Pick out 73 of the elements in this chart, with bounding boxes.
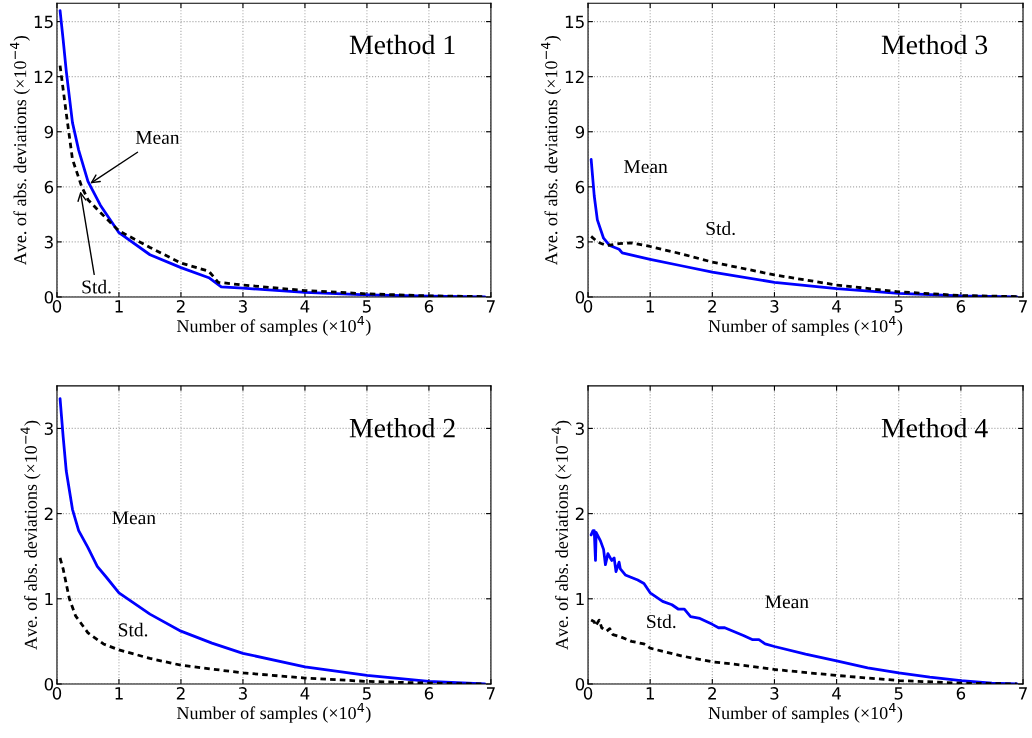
- annotation: Mean: [112, 511, 156, 525]
- y-tick-label: 2: [44, 507, 53, 520]
- x-tick-label: 1: [115, 300, 123, 313]
- x-tick-label: 3: [770, 687, 779, 700]
- y-tick-label: 2: [575, 507, 584, 520]
- annotation: Method 3: [881, 34, 988, 55]
- x-axis-title: Number of samples (×10$^{4}$): [708, 702, 903, 723]
- x-tick-label: 6: [424, 687, 434, 700]
- y-tick-label: 1: [576, 592, 584, 606]
- y-tick-label: 0: [575, 290, 585, 304]
- x-tick-label: 1: [115, 687, 123, 700]
- x-tick-label: 3: [238, 300, 247, 313]
- y-axis-title: Ave. of abs. deviations (×10$^{−4}$): [541, 35, 562, 266]
- y-tick-label: 6: [44, 180, 54, 194]
- y-axis-title: Ave. of abs. deviations (×10$^{−4}$): [20, 420, 41, 650]
- y-tick-label: 15: [34, 15, 53, 29]
- y-tick-label: 15: [565, 15, 584, 29]
- x-tick-label: 0: [583, 300, 593, 313]
- y-tick-label: 0: [575, 677, 585, 691]
- x-tick-label: 0: [52, 687, 62, 700]
- x-tick-label: 7: [486, 687, 495, 700]
- y-tick-label: 6: [575, 180, 585, 194]
- x-axis-title: Number of samples (×10$^{4}$): [708, 315, 903, 336]
- y-axis-title: Ave. of abs. deviations (×10$^{−4}$): [551, 420, 572, 650]
- x-tick-label: 2: [708, 687, 716, 700]
- annotation: Method 1: [349, 34, 455, 55]
- x-tick-label: 4: [300, 300, 310, 313]
- x-tick-label: 2: [176, 687, 185, 700]
- x-tick-label: 4: [832, 300, 841, 313]
- y-tick-label: 12: [565, 70, 584, 84]
- y-tick-label: 12: [34, 70, 53, 84]
- x-axis-title: Number of samples (×10$^{4}$): [176, 315, 371, 336]
- annotation: Mean: [765, 595, 809, 609]
- x-tick-label: 2: [708, 300, 716, 313]
- x-tick-label: 1: [646, 300, 654, 313]
- x-tick-label: 6: [956, 300, 966, 313]
- y-tick-label: 0: [44, 677, 54, 691]
- x-tick-label: 0: [52, 300, 62, 313]
- y-tick-label: 9: [44, 125, 54, 139]
- annotation: Method 4: [881, 417, 988, 438]
- x-axis-title: Number of samples (×10$^{4}$): [176, 702, 371, 723]
- x-tick-label: 5: [362, 300, 371, 313]
- annotation: Std.: [82, 279, 111, 294]
- annotation: Std.: [706, 221, 735, 236]
- x-tick-label: 4: [832, 687, 841, 700]
- x-tick-label: 1: [646, 687, 654, 700]
- x-tick-label: 2: [176, 300, 185, 313]
- y-tick-label: 3: [44, 235, 53, 249]
- x-tick-label: 7: [1019, 300, 1027, 313]
- x-tick-label: 0: [583, 687, 593, 700]
- x-tick-label: 5: [894, 300, 903, 313]
- annotation: Mean: [135, 131, 180, 145]
- x-tick-label: 3: [238, 687, 247, 700]
- x-tick-label: 3: [770, 300, 779, 313]
- x-tick-label: 4: [300, 687, 310, 700]
- line-series: [58, 9, 487, 297]
- y-tick-label: 0: [44, 290, 54, 304]
- y-tick-label: 3: [575, 235, 584, 249]
- annotation: Std.: [118, 622, 148, 637]
- x-tick-label: 7: [1019, 687, 1027, 700]
- y-tick-label: 3: [575, 422, 584, 435]
- annotation: Method 2: [349, 417, 455, 438]
- x-tick-label: 5: [894, 687, 903, 700]
- y-tick-label: 1: [45, 592, 53, 606]
- x-tick-label: 6: [956, 687, 966, 700]
- y-axis-title: Ave. of abs. deviations (×10$^{−4}$): [9, 35, 30, 266]
- x-tick-label: 5: [362, 687, 371, 700]
- y-tick-label: 3: [44, 422, 53, 435]
- annotation: Std.: [647, 614, 676, 629]
- x-tick-label: 7: [486, 300, 495, 313]
- annotation: Mean: [624, 160, 668, 174]
- x-tick-label: 6: [424, 300, 434, 313]
- y-tick-label: 9: [575, 125, 585, 139]
